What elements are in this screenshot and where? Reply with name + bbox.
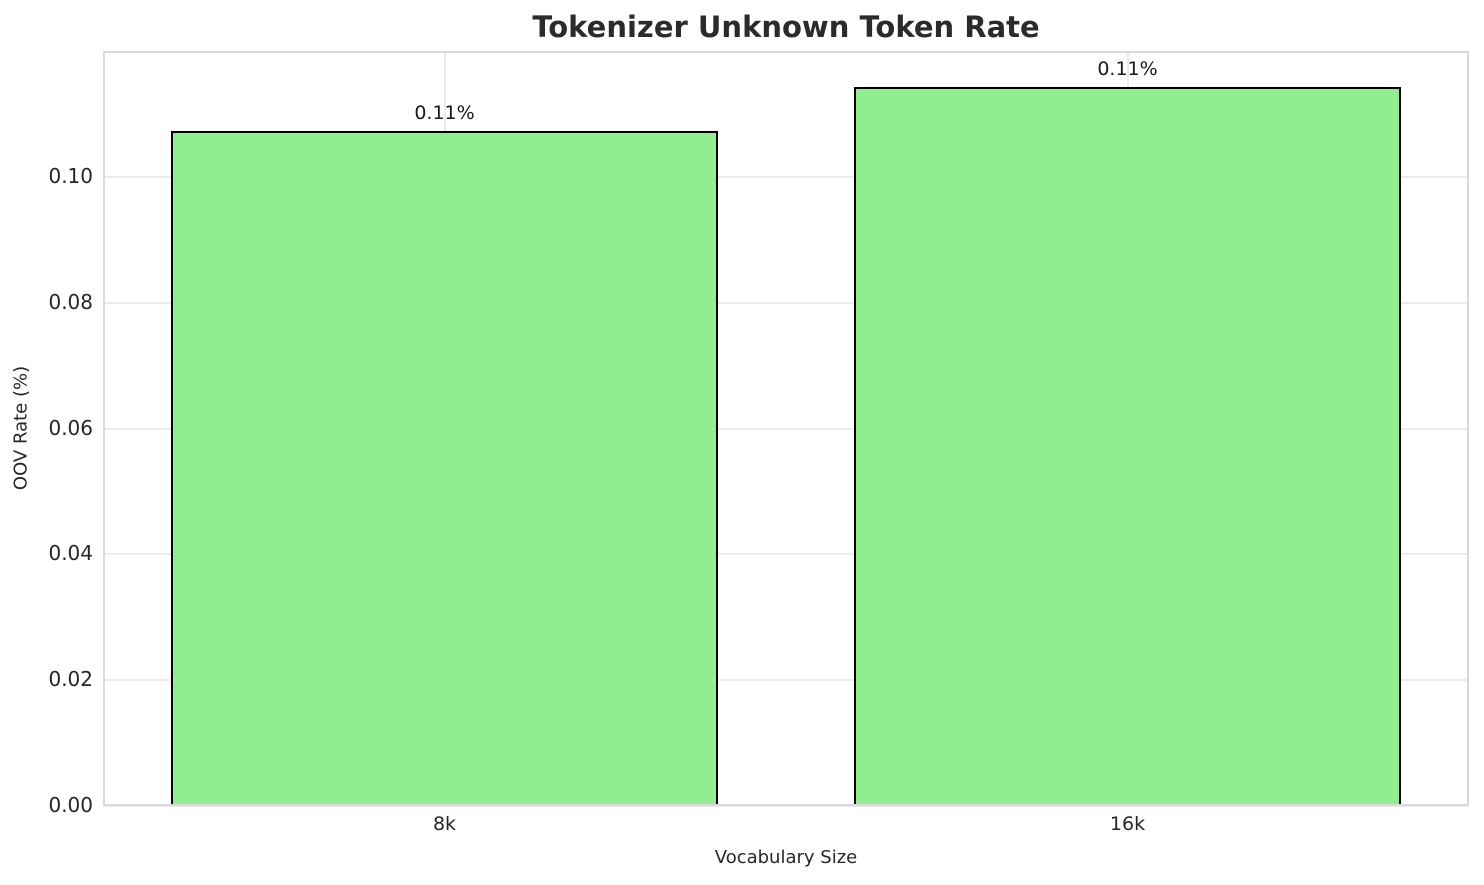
y-gridline xyxy=(103,679,1469,682)
bar-value-label: 0.11% xyxy=(414,101,475,124)
y-gridline xyxy=(103,301,1469,304)
y-tick-label: 0.08 xyxy=(48,289,93,314)
x-tick-label-16k: 16k xyxy=(1109,813,1146,835)
y-gridline xyxy=(103,805,1469,807)
y-tick-label: 0.10 xyxy=(48,163,93,188)
bar-16k xyxy=(854,87,1401,806)
bar-8k xyxy=(171,130,718,806)
y-gridline xyxy=(103,553,1469,556)
y-tick-label: 0.00 xyxy=(48,793,93,817)
x-axis-label: Vocabulary Size xyxy=(714,847,858,868)
chart-title: Tokenizer Unknown Token Rate xyxy=(532,10,1040,44)
y-tick-label: 0.06 xyxy=(48,415,93,440)
y-tick-label: 0.04 xyxy=(48,541,93,566)
bar-value-label: 0.11% xyxy=(1097,58,1158,81)
y-gridline xyxy=(103,175,1469,178)
y-gridline xyxy=(103,427,1469,430)
y-tick-label: 0.02 xyxy=(48,667,93,692)
x-tick-label-8k: 8k xyxy=(432,813,457,835)
plot-area: 0.11% 0.11% xyxy=(103,51,1469,807)
